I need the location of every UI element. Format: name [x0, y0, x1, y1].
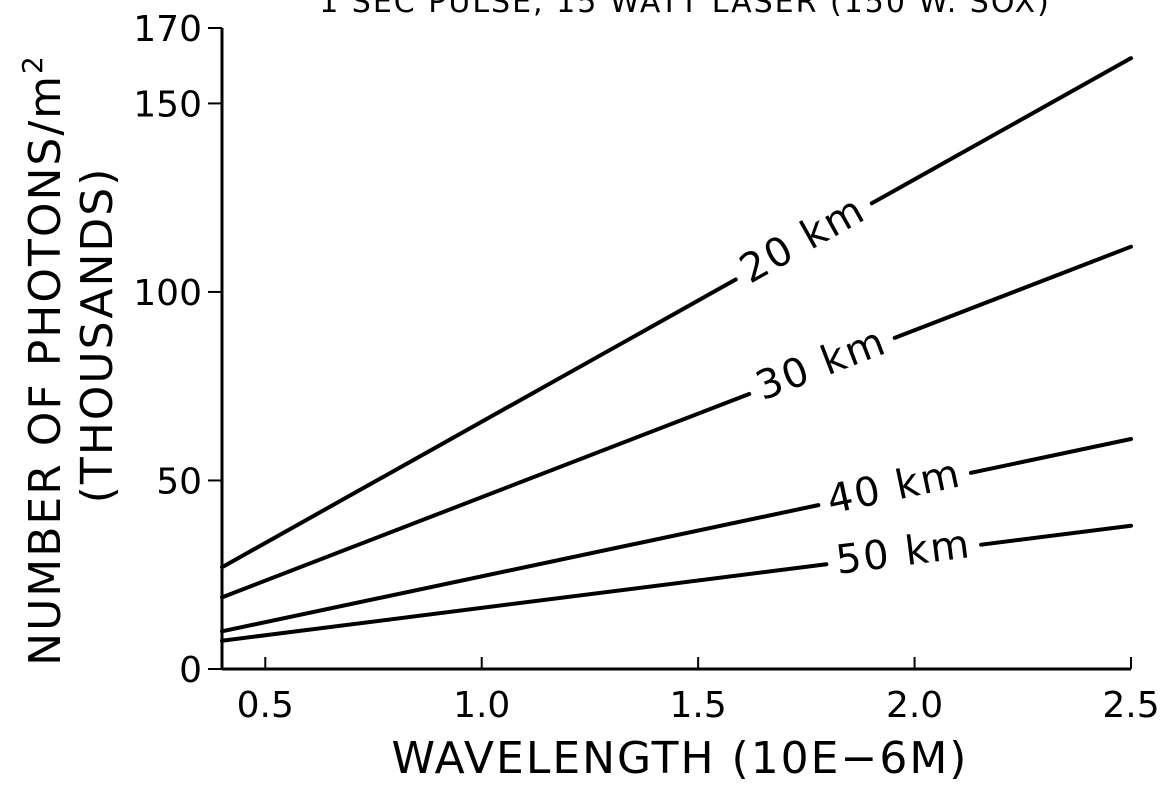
chart-title: 1 SEC PULSE, 15 WATT LASER (150 W. SOX) — [319, 0, 1051, 20]
series-line-2-segment-b — [892, 244, 1133, 340]
y-tick-label: 0 — [179, 650, 202, 691]
series-line-4-segment-a — [220, 562, 829, 643]
y-tick-label: 150 — [133, 84, 202, 125]
series-line-1-segment-a — [220, 277, 738, 570]
y-axis-label-main: NUMBER OF PHOTONS/m — [20, 74, 71, 666]
svg-text:(THOUSANDS): (THOUSANDS) — [72, 167, 123, 504]
x-tick-label: 1.0 — [453, 685, 510, 726]
series-line-3-segment-a — [220, 503, 821, 634]
y-tick-label: 100 — [133, 273, 202, 314]
y-axis-sublabel: (THOUSANDS) — [72, 167, 123, 504]
x-tick-label: 2.5 — [1102, 685, 1159, 726]
series-line-3-segment-b — [968, 436, 1133, 475]
axes — [220, 28, 1131, 671]
series-label-1: 20 km — [732, 186, 873, 292]
y-tick-label: 170 — [133, 9, 202, 50]
series-line-2-segment-a — [220, 391, 752, 600]
x-tick-label: 0.5 — [237, 685, 294, 726]
y-ticks: 0 50 100 150 170 — [133, 9, 222, 691]
y-axis-label: NUMBER OF PHOTONS/m2 — [16, 54, 71, 666]
svg-text:NUMBER OF PHOTONS/m2: NUMBER OF PHOTONS/m2 — [16, 54, 71, 666]
x-ticks: 0.5 1.0 1.5 2.0 2.5 — [237, 657, 1160, 726]
x-axis-label: WAVELENGTH (10E−6M) — [392, 733, 969, 784]
y-tick-label: 50 — [156, 461, 202, 502]
x-tick-label: 2.0 — [886, 685, 943, 726]
y-axis-label-superscript: 2 — [16, 54, 49, 74]
x-tick-label: 1.5 — [670, 685, 727, 726]
series-line-1-segment-b — [869, 56, 1133, 206]
series-label-3: 40 km — [823, 450, 965, 523]
series-label-2: 30 km — [750, 318, 893, 410]
series-line-4-segment-b — [979, 523, 1133, 547]
series-label-4: 50 km — [833, 521, 973, 584]
